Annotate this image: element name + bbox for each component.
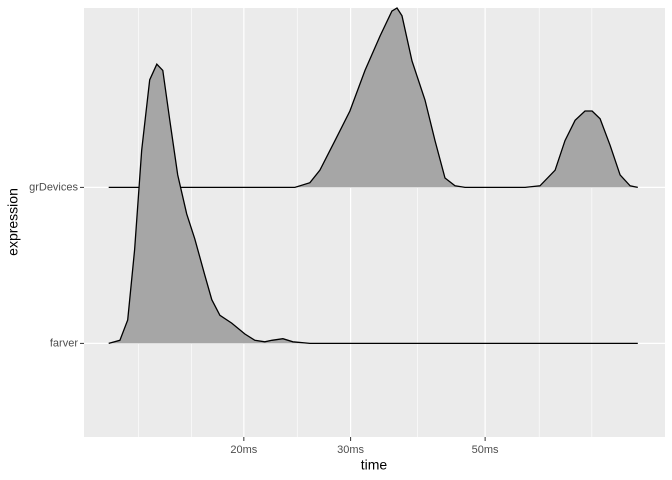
ridge-fill (108, 64, 638, 344)
y-tick-label: grDevices (29, 181, 78, 193)
ridges (108, 7, 638, 345)
ridge-line (108, 63, 638, 345)
axes: 20ms 30ms 50ms farver grDevices (29, 181, 499, 456)
x-tick-label: 30ms (337, 444, 364, 456)
x-tick-label: 50ms (472, 444, 499, 456)
y-tick-label: farver (50, 337, 78, 349)
ridge-fill (108, 8, 638, 188)
x-axis-title: time (361, 457, 388, 473)
y-axis-title: expression (5, 188, 21, 256)
ridge-line (108, 7, 638, 189)
x-tick-label: 20ms (230, 444, 257, 456)
